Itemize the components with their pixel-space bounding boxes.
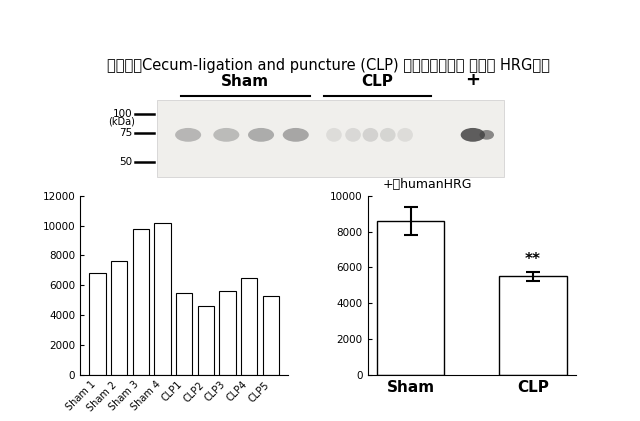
Ellipse shape	[326, 128, 342, 142]
Bar	[241, 278, 257, 375]
Bar	[198, 306, 214, 375]
Text: +: +	[465, 71, 481, 89]
Bar	[157, 100, 504, 177]
Ellipse shape	[175, 128, 201, 142]
Ellipse shape	[461, 128, 485, 142]
Bar	[499, 276, 566, 375]
Text: 75: 75	[119, 128, 132, 138]
Text: 100: 100	[113, 109, 132, 119]
Ellipse shape	[380, 128, 396, 142]
Text: マウスのCecum-ligation and puncture (CLP) モデルにおける 血漿中 HRG動態: マウスのCecum-ligation and puncture (CLP) モデ…	[107, 59, 549, 73]
Text: **: **	[525, 251, 541, 266]
Bar	[377, 221, 444, 375]
Ellipse shape	[363, 128, 378, 142]
Bar	[176, 293, 193, 375]
Text: (kDa): (kDa)	[108, 116, 134, 126]
Text: 50: 50	[119, 157, 132, 167]
Ellipse shape	[283, 128, 308, 142]
Ellipse shape	[345, 128, 361, 142]
Bar	[111, 261, 127, 375]
Bar	[154, 223, 171, 375]
Ellipse shape	[479, 130, 494, 140]
Ellipse shape	[248, 128, 274, 142]
Text: CLP: CLP	[362, 74, 394, 89]
Ellipse shape	[213, 128, 239, 142]
Text: Sham: Sham	[221, 74, 269, 89]
Bar	[220, 291, 236, 375]
Bar	[262, 296, 279, 375]
Bar	[90, 273, 106, 375]
Text: +：humanHRG: +：humanHRG	[383, 178, 472, 191]
Bar	[132, 229, 149, 375]
Ellipse shape	[397, 128, 413, 142]
